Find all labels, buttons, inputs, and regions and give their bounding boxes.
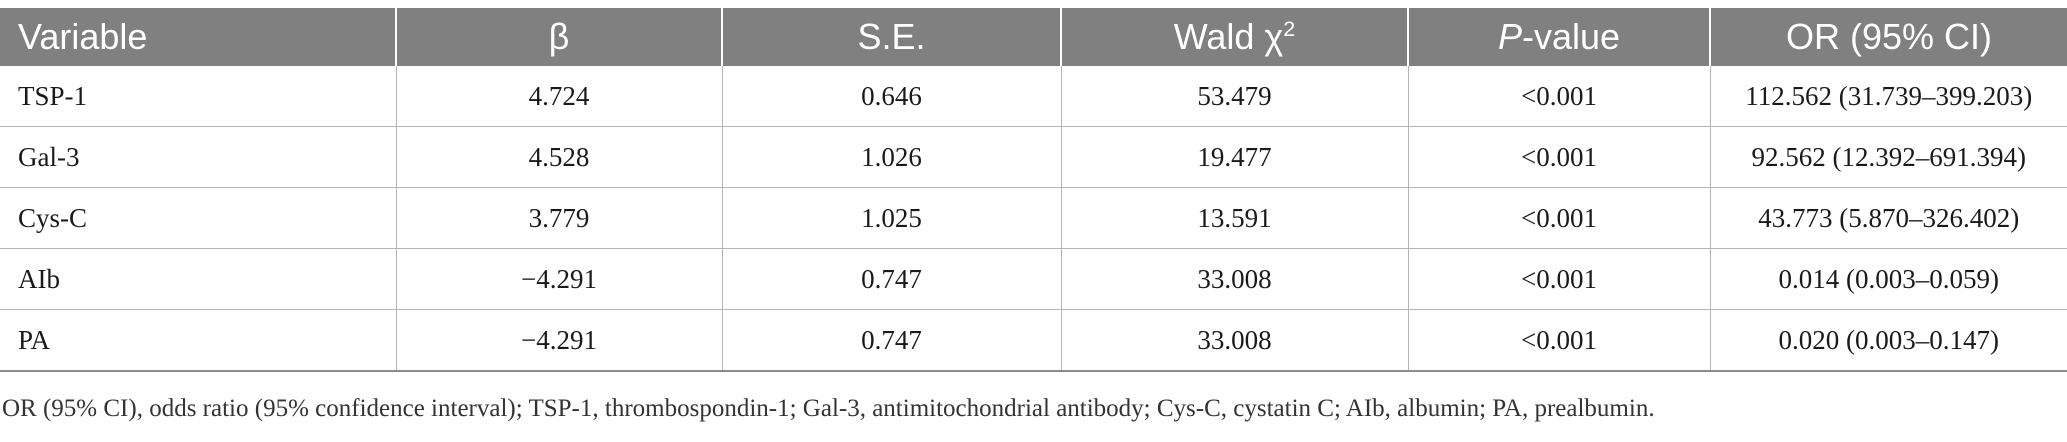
cell-beta: −4.291 xyxy=(395,248,722,310)
cell-wald: 19.477 xyxy=(1060,126,1408,188)
header-beta: β xyxy=(395,8,722,66)
cell-wald: 33.008 xyxy=(1060,248,1408,310)
table-footnote: OR (95% CI), odds ratio (95% confidence … xyxy=(2,395,1655,422)
cell-variable: TSP-1 xyxy=(0,66,396,127)
cell-or: 0.020 (0.003–0.147) xyxy=(1709,309,2067,372)
cell-variable: PA xyxy=(0,309,396,372)
header-or: OR (95% CI) xyxy=(1709,8,2067,66)
cell-p-value: <0.001 xyxy=(1407,248,1710,310)
cell-p-value: <0.001 xyxy=(1407,187,1710,249)
header-p-rest: -value xyxy=(1521,16,1621,57)
table-row: Cys-C 3.779 1.025 13.591 <0.001 43.773 (… xyxy=(0,187,2067,249)
header-row: Variable β S.E. Wald χ2 P-value OR (95% … xyxy=(0,8,2067,66)
cell-or: 92.562 (12.392–691.394) xyxy=(1709,126,2067,188)
table-row: TSP-1 4.724 0.646 53.479 <0.001 112.562 … xyxy=(0,66,2067,127)
cell-variable: Gal-3 xyxy=(0,126,396,188)
cell-p-value: <0.001 xyxy=(1407,309,1710,372)
cell-se: 0.747 xyxy=(721,309,1061,372)
cell-beta: 4.724 xyxy=(395,66,722,127)
table-header: Variable β S.E. Wald χ2 P-value OR (95% … xyxy=(0,8,2067,66)
header-p-italic: P xyxy=(1497,16,1522,57)
cell-se: 1.026 xyxy=(721,126,1061,188)
table-row: Gal-3 4.528 1.026 19.477 <0.001 92.562 (… xyxy=(0,126,2067,188)
cell-or: 112.562 (31.739–399.203) xyxy=(1709,66,2067,127)
header-wald-label: Wald χ xyxy=(1173,16,1284,57)
regression-table: Variable β S.E. Wald χ2 P-value OR (95% … xyxy=(0,8,2067,372)
cell-or: 43.773 (5.870–326.402) xyxy=(1709,187,2067,249)
cell-se: 1.025 xyxy=(721,187,1061,249)
header-se: S.E. xyxy=(721,8,1061,66)
regression-table-container: Variable β S.E. Wald χ2 P-value OR (95% … xyxy=(0,8,2067,372)
cell-p-value: <0.001 xyxy=(1407,66,1710,127)
cell-or: 0.014 (0.003–0.059) xyxy=(1709,248,2067,310)
cell-variable: AIb xyxy=(0,248,396,310)
header-variable: Variable xyxy=(0,8,396,66)
header-p-value: P-value xyxy=(1407,8,1710,66)
cell-se: 0.646 xyxy=(721,66,1061,127)
table-row: AIb −4.291 0.747 33.008 <0.001 0.014 (0.… xyxy=(0,248,2067,310)
cell-beta: 3.779 xyxy=(395,187,722,249)
cell-wald: 33.008 xyxy=(1060,309,1408,372)
header-wald: Wald χ2 xyxy=(1060,8,1408,66)
cell-beta: 4.528 xyxy=(395,126,722,188)
table-row: PA −4.291 0.747 33.008 <0.001 0.020 (0.0… xyxy=(0,309,2067,372)
cell-beta: −4.291 xyxy=(395,309,722,372)
cell-wald: 13.591 xyxy=(1060,187,1408,249)
table-body: TSP-1 4.724 0.646 53.479 <0.001 112.562 … xyxy=(0,66,2067,372)
cell-se: 0.747 xyxy=(721,248,1061,310)
header-wald-superscript: 2 xyxy=(1283,16,1296,41)
cell-p-value: <0.001 xyxy=(1407,126,1710,188)
cell-variable: Cys-C xyxy=(0,187,396,249)
cell-wald: 53.479 xyxy=(1060,66,1408,127)
